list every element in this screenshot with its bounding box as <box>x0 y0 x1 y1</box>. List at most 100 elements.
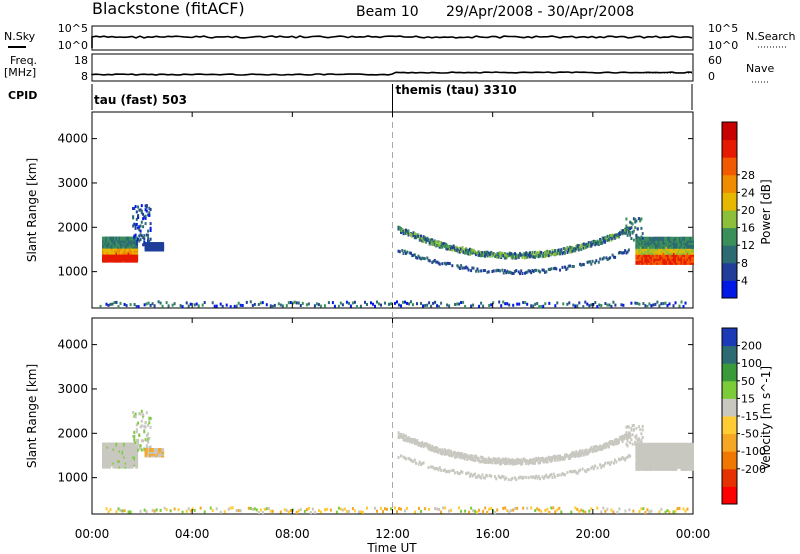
colorbar-tick-label: 50 <box>741 375 755 388</box>
echo-cell <box>257 511 260 514</box>
echo-cell <box>450 508 453 512</box>
echo-cell <box>626 437 629 440</box>
echo-cell <box>458 472 461 475</box>
echo-cell <box>507 460 510 464</box>
echo-cell <box>601 257 604 261</box>
echo-cell <box>508 459 511 463</box>
colorbar-segment <box>722 280 737 299</box>
y-tick-label: 3000 <box>57 176 88 190</box>
echo-cell <box>658 510 661 514</box>
echo-cell <box>556 251 559 255</box>
echo-cell <box>142 212 145 216</box>
echo-cell <box>428 443 431 447</box>
echo-cell <box>460 451 463 455</box>
echo-cell <box>560 248 563 252</box>
echo-cell <box>532 304 535 308</box>
echo-cell <box>482 476 485 480</box>
echo-cell <box>588 304 591 308</box>
echo-cell <box>398 303 400 307</box>
echo-cell <box>442 450 445 454</box>
echo-cell <box>646 305 649 308</box>
echo-cell <box>482 253 485 257</box>
echo-cell <box>627 248 630 252</box>
noise-left-tick-top: 10^5 <box>58 22 88 35</box>
echo-cell <box>357 510 360 514</box>
echo-cell <box>345 300 348 304</box>
echo-cell <box>511 460 514 464</box>
echo-cell <box>142 413 145 417</box>
echo-cell <box>600 466 603 469</box>
echo-cell <box>601 236 604 240</box>
echo-cell <box>472 473 475 477</box>
echo-cell <box>396 510 398 514</box>
echo-cell <box>575 454 578 457</box>
echo-cell <box>384 301 386 305</box>
echo-cell <box>556 454 559 458</box>
colorbar-segment <box>722 380 737 399</box>
echo-cell <box>405 434 407 438</box>
echo-cell <box>431 242 434 246</box>
echo-cell <box>440 245 443 249</box>
echo-cell <box>597 243 600 246</box>
echo-cell <box>417 443 420 447</box>
echo-cell <box>105 507 108 511</box>
echo-cell <box>571 249 574 253</box>
noise-left-tick-bottom: 10^0 <box>58 39 88 52</box>
echo-cell <box>127 510 130 514</box>
echo-cell <box>497 269 500 272</box>
echo-cell <box>397 431 400 435</box>
echo-cell <box>591 450 594 454</box>
echo-cell <box>637 425 640 429</box>
echo-cell <box>265 507 268 511</box>
echo-cell <box>481 251 484 255</box>
echo-cell <box>516 461 519 465</box>
echo-cell <box>569 469 571 473</box>
echo-cell <box>201 303 204 307</box>
echo-cell <box>148 446 151 450</box>
echo-cell <box>412 460 415 464</box>
echo-cell <box>465 248 468 252</box>
echo-cell <box>339 507 342 511</box>
echo-cell <box>505 459 508 463</box>
echo-cell <box>402 436 405 439</box>
echo-cell <box>615 235 618 239</box>
echo-cell <box>566 246 569 250</box>
echo-cell <box>596 239 599 243</box>
echo-cell <box>475 475 478 479</box>
echo-cell <box>400 434 402 438</box>
echo-cell <box>567 264 570 268</box>
echo-cell <box>144 421 147 425</box>
colorbar-segment <box>722 345 737 364</box>
echo-cell <box>135 423 138 427</box>
echo-cell <box>552 472 555 476</box>
power-y-axis-label: Slant Range [km] <box>25 158 39 262</box>
echo-cell <box>635 219 638 223</box>
echo-cell <box>117 507 120 511</box>
echo-cell <box>505 457 508 461</box>
echo-cell <box>493 254 496 258</box>
echo-cell <box>432 466 435 470</box>
echo-cell <box>472 266 475 270</box>
echo-cell <box>480 269 483 273</box>
echo-cell <box>481 473 484 477</box>
echo-cell <box>522 253 525 257</box>
echo-cell <box>117 305 120 309</box>
power-colorbar-label: Power [dB] <box>759 179 773 244</box>
echo-cell <box>515 461 518 465</box>
colorbar-tick-label: 4 <box>741 274 748 287</box>
echo-cell <box>463 453 466 457</box>
echo-cell <box>560 473 563 477</box>
echo-cell <box>616 510 619 514</box>
echo-cell <box>148 421 151 425</box>
echo-cell <box>557 456 560 460</box>
echo-cell <box>634 435 637 439</box>
echo-cell <box>500 251 503 255</box>
echo-cell <box>458 302 461 306</box>
echo-cell <box>133 414 136 418</box>
echo-cell <box>574 452 577 456</box>
echo-cell <box>620 437 623 441</box>
echo-cell <box>503 462 506 466</box>
echo-cell <box>319 304 322 308</box>
echo-cell <box>424 507 427 511</box>
echo-cell <box>159 301 162 305</box>
